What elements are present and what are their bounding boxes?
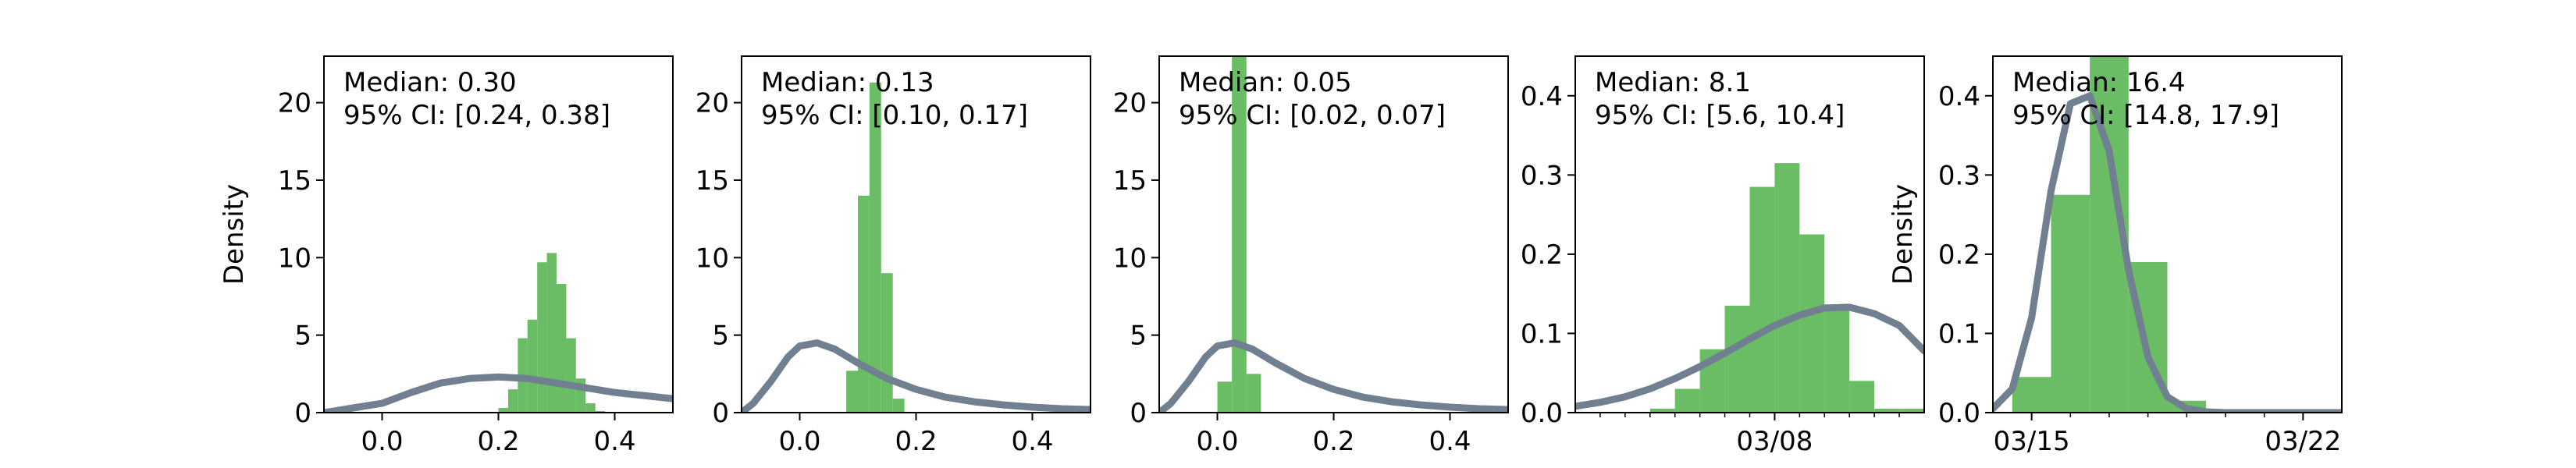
histogram-bar	[1849, 381, 1875, 413]
y-tick-label: 0	[712, 398, 729, 429]
density-curve	[1993, 92, 2342, 413]
histogram-bar	[1774, 163, 1800, 413]
x-tick-label: 0.0	[1196, 426, 1238, 457]
median-annotation: Median: 0.30	[343, 67, 517, 98]
y-axis-label: Density	[1888, 184, 1919, 285]
histogram-bar	[1899, 408, 1924, 413]
histogram-bar	[869, 82, 881, 413]
y-tick-label: 20	[1113, 88, 1147, 119]
density-curve	[742, 339, 1091, 413]
histogram-bar	[892, 399, 905, 413]
y-tick-label: 5	[712, 321, 729, 352]
y-tick-label: 0.1	[1521, 318, 1563, 349]
ci-annotation: 95% CI: [14.8, 17.9]	[2012, 100, 2279, 131]
y-tick-label: 20	[278, 88, 311, 119]
histogram-bar	[1874, 408, 1900, 413]
histogram-bar	[546, 253, 557, 413]
panel-4: 0.0 0.1 0.2 0.3 0.4 03/08 Median: 8.195% CI: […	[1521, 55, 1925, 457]
histogram-bar	[507, 389, 518, 413]
histogram-bar	[585, 403, 596, 413]
y-tick-label: 0.0	[1938, 398, 1980, 429]
y-tick-label: 10	[1113, 243, 1147, 274]
median-annotation: Median: 16.4	[2012, 67, 2186, 98]
y-tick-label: 10	[696, 243, 729, 274]
x-tick-label: 0.4	[593, 426, 635, 457]
histogram-bar	[566, 338, 576, 413]
density-curve	[1575, 303, 1924, 410]
histogram-bar	[1724, 305, 1750, 413]
y-tick-label: 0	[1130, 398, 1147, 429]
y-tick-label: 0.0	[1521, 398, 1563, 429]
histogram-bar	[1246, 374, 1261, 413]
histogram-bar	[1217, 381, 1233, 413]
panel-1: 0 5 10 15 20 0.0 0.2 0.4 Density Median: 0.3095% …	[219, 55, 674, 457]
ci-annotation: 95% CI: [0.10, 0.17]	[761, 100, 1028, 131]
x-tick-label: 0.2	[477, 426, 519, 457]
x-tick-label: 0.0	[361, 426, 403, 457]
panel-5: 0.0 0.1 0.2 0.3 0.4 03/15 03/22 Density Median: …	[1888, 55, 2343, 457]
plot-area	[1575, 163, 1924, 413]
y-axis-label: Density	[219, 184, 250, 285]
y-tick-label: 0.1	[1938, 318, 1980, 349]
density-curve	[324, 373, 673, 413]
x-tick-label: 03/15	[1994, 426, 2070, 457]
y-tick-label: 0.2	[1938, 239, 1980, 271]
ci-annotation: 95% CI: [0.02, 0.07]	[1179, 100, 1446, 131]
plot-area	[324, 253, 673, 413]
y-tick-label: 15	[696, 165, 729, 197]
y-tick-label: 0.4	[1521, 81, 1563, 112]
x-tick-label: 0.0	[778, 426, 820, 457]
y-tick-label: 0	[294, 398, 311, 429]
plot-area	[1993, 56, 2342, 413]
histogram-bar	[1649, 408, 1675, 413]
histogram-bar	[498, 408, 508, 413]
axes-frame	[1992, 55, 2343, 413]
y-tick-label: 5	[294, 321, 311, 352]
histogram-bar	[1232, 56, 1247, 413]
median-annotation: Median: 0.13	[761, 67, 934, 98]
x-tick-label: 0.4	[1429, 426, 1471, 457]
median-annotation: Median: 8.1	[1595, 67, 1751, 98]
histogram-bar	[2012, 377, 2051, 413]
histogram-bar	[527, 319, 538, 413]
plot-area	[1159, 56, 1508, 413]
histogram-bar	[881, 273, 893, 413]
y-tick-label: 15	[278, 165, 311, 197]
plot-area	[742, 82, 1091, 413]
y-tick-label: 20	[696, 88, 729, 119]
y-tick-label: 0.2	[1521, 239, 1563, 271]
median-annotation: Median: 0.05	[1179, 67, 1352, 98]
x-tick-label: 0.4	[1011, 426, 1053, 457]
y-tick-label: 10	[278, 243, 311, 274]
histogram-bar	[1799, 234, 1825, 413]
x-tick-label: 0.2	[1312, 426, 1354, 457]
x-tick-label: 03/22	[2265, 426, 2341, 457]
x-tick-label: 0.2	[895, 426, 937, 457]
density-curve	[1159, 339, 1508, 413]
histogram-bar	[846, 370, 858, 413]
histogram-bar	[1824, 305, 1850, 413]
histogram-bar	[2051, 194, 2090, 413]
histogram-bar	[537, 262, 547, 413]
histogram-bar	[858, 195, 870, 413]
ci-annotation: 95% CI: [5.6, 10.4]	[1595, 100, 1845, 131]
histogram-bar	[1674, 388, 1700, 413]
x-tick-label: 03/08	[1736, 426, 1813, 457]
y-tick-label: 0.3	[1521, 160, 1563, 191]
histogram-bar	[557, 284, 567, 413]
y-tick-label: 15	[1113, 165, 1147, 197]
ci-annotation: 95% CI: [0.24, 0.38]	[343, 100, 610, 131]
y-tick-label: 0.3	[1938, 160, 1980, 191]
y-tick-label: 0.4	[1938, 81, 1980, 112]
histogram-bar	[1749, 186, 1775, 413]
y-tick-label: 5	[1130, 321, 1147, 352]
